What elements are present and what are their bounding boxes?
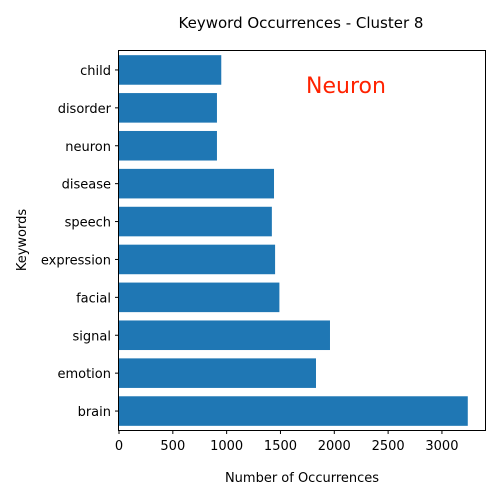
bar-disease xyxy=(119,168,275,199)
chart-annotation: Neuron xyxy=(306,74,386,99)
y-tick-label: expression xyxy=(41,253,111,268)
bar-brain xyxy=(119,396,468,426)
x-tick-label: 500 xyxy=(160,439,185,454)
y-tick-label: disorder xyxy=(58,102,112,117)
bar-emotion xyxy=(119,358,316,388)
y-tick-label: neuron xyxy=(65,140,111,155)
plot-frame xyxy=(118,50,486,431)
y-tick-label: emotion xyxy=(57,367,111,382)
chart-title: Keyword Occurrences - Cluster 8 xyxy=(179,14,424,32)
y-tick-label: brain xyxy=(78,405,111,420)
bar-expression xyxy=(119,244,276,275)
bar-speech xyxy=(119,206,272,237)
bar-neuron xyxy=(119,130,217,161)
y-tick-label: speech xyxy=(65,216,111,231)
bar-signal xyxy=(119,320,330,351)
x-axis-title: Number of Occurrences xyxy=(225,471,379,486)
x-tick-label: 2500 xyxy=(372,439,405,454)
bar-disorder xyxy=(119,93,217,123)
x-tick-label: 0 xyxy=(115,439,123,454)
x-tick-label: 1000 xyxy=(210,439,243,454)
bar-facial xyxy=(119,282,280,313)
x-tick-label: 1500 xyxy=(264,439,297,454)
y-tick-label: signal xyxy=(73,329,111,344)
y-tick-label: child xyxy=(80,64,111,79)
x-tick-label: 3000 xyxy=(425,439,458,454)
x-tick-label: 2000 xyxy=(318,439,351,454)
y-tick-label: disease xyxy=(62,178,111,193)
y-axis-title: Keywords xyxy=(15,209,30,272)
plot-area: brain emotion signal facial expression speech… xyxy=(41,55,468,454)
bar-child xyxy=(119,55,222,85)
y-tick-label: facial xyxy=(76,291,111,306)
